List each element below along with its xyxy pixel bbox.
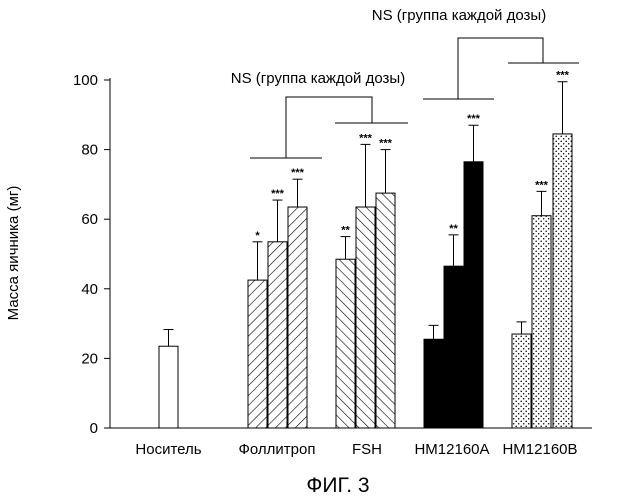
y-tick-label: 80 — [81, 142, 98, 159]
bar — [424, 339, 443, 428]
category-label: Носитель — [135, 441, 201, 458]
bar — [464, 162, 483, 428]
significance-label: *** — [379, 138, 393, 150]
bar — [159, 346, 178, 428]
y-tick-label: 100 — [73, 72, 98, 89]
y-tick-label: 20 — [81, 350, 98, 367]
significance-label: *** — [467, 113, 481, 125]
significance-label: ** — [341, 225, 350, 237]
significance-label: *** — [271, 188, 285, 200]
y-tick-label: 40 — [81, 281, 98, 298]
bracket-line — [286, 97, 372, 158]
significance-label: *** — [291, 167, 305, 179]
bar — [268, 242, 287, 428]
y-axis-label: Масса яичника (мг) — [5, 186, 22, 321]
bar — [376, 193, 395, 428]
significance-label: ** — [449, 223, 458, 235]
significance-label: * — [255, 230, 260, 242]
bar — [248, 280, 267, 428]
bar — [512, 334, 531, 428]
category-label: HM12160B — [502, 441, 577, 458]
y-tick-label: 0 — [90, 420, 98, 437]
bar — [444, 266, 463, 428]
significance-label: *** — [535, 179, 549, 191]
bracket-line — [458, 38, 543, 99]
ns-annotation: NS (группа каждой дозы) — [372, 7, 546, 24]
figure-label: ФИГ. 3 — [306, 474, 369, 497]
significance-label: *** — [359, 132, 373, 144]
significance-label: *** — [556, 70, 570, 82]
bar — [532, 216, 551, 428]
category-label: FSH — [352, 441, 382, 458]
ns-annotation: NS (группа каждой дозы) — [231, 70, 405, 87]
category-label: Фоллитроп — [239, 441, 316, 458]
bar — [288, 207, 307, 428]
bar — [336, 259, 355, 428]
bar — [553, 134, 572, 428]
y-tick-label: 60 — [81, 211, 98, 228]
category-label: HM12160A — [414, 441, 489, 458]
bar — [356, 207, 375, 428]
